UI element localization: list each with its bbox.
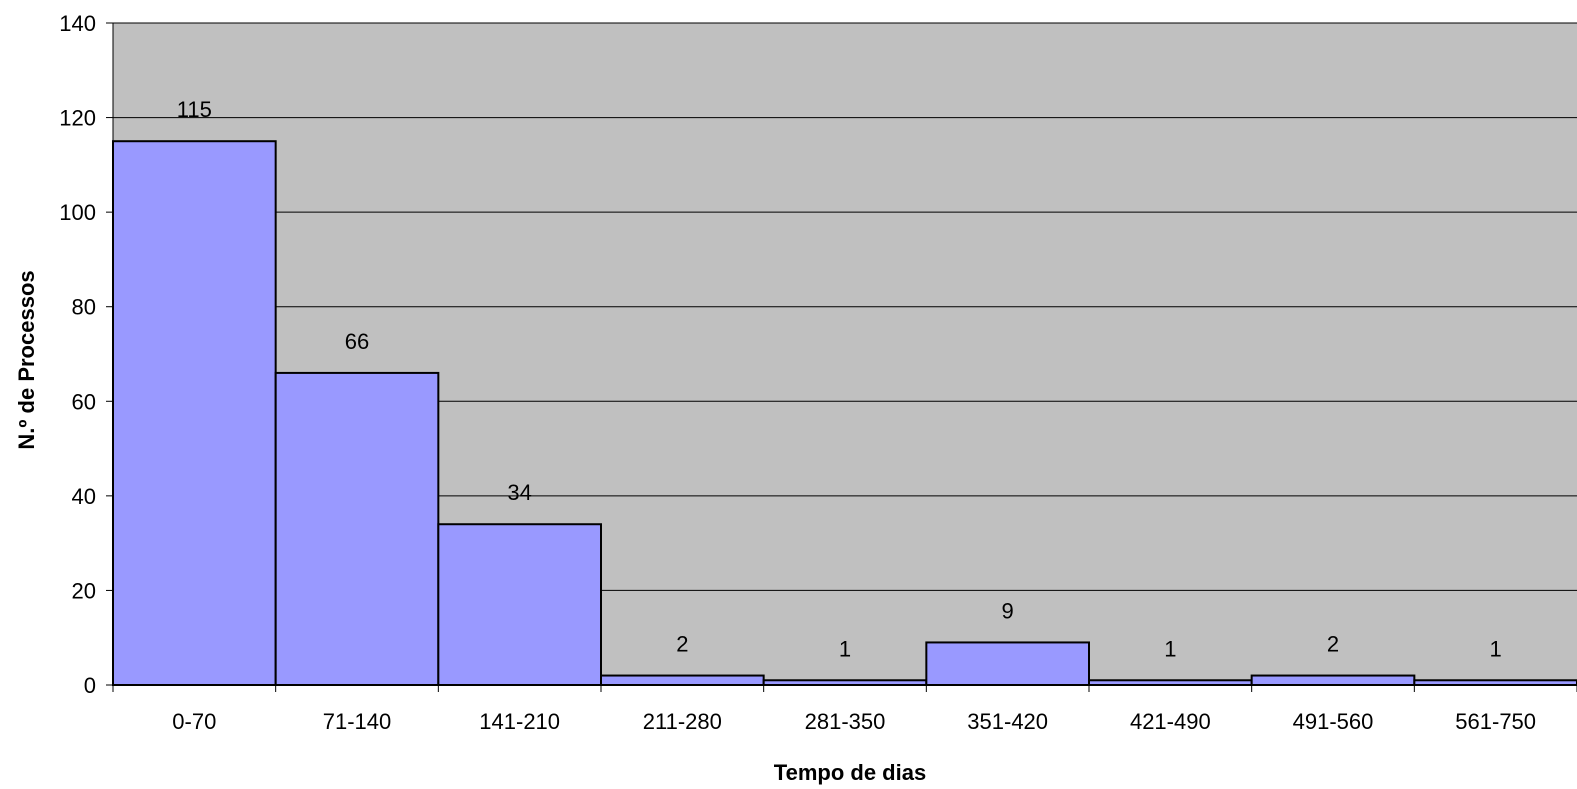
y-tick-labels: 0 20 40 60 80 100 120 140 <box>59 11 96 698</box>
data-label: 66 <box>345 329 369 354</box>
data-label: 2 <box>676 632 688 657</box>
y-tick-label: 40 <box>72 484 96 509</box>
bar <box>1413 679 1577 686</box>
x-tick-label: 491-560 <box>1293 709 1374 734</box>
x-tick-label: 561-750 <box>1455 709 1536 734</box>
bar <box>1088 679 1253 686</box>
y-tick-label: 0 <box>84 673 96 698</box>
data-label: 115 <box>177 97 212 122</box>
data-labels: 115 66 34 2 1 9 1 2 1 <box>177 97 1502 661</box>
x-tick-label: 0-70 <box>172 709 216 734</box>
data-label: 1 <box>1164 636 1176 661</box>
x-tick-labels: 0-70 71-140 141-210 211-280 281-350 351-420 42… <box>172 709 1536 734</box>
bar <box>112 140 277 686</box>
data-label: 34 <box>507 480 531 505</box>
x-axis-title: Tempo de dias <box>774 760 926 785</box>
bar <box>600 674 765 686</box>
y-tick-label: 100 <box>59 200 96 225</box>
axes <box>106 22 1577 692</box>
data-label: 2 <box>1327 632 1339 657</box>
y-tick-label: 60 <box>72 389 96 414</box>
y-tick-label: 80 <box>72 295 96 320</box>
bar <box>1250 674 1416 686</box>
x-tick-label: 211-280 <box>643 709 722 734</box>
x-tick-label: 421-490 <box>1130 709 1211 734</box>
bar <box>274 371 440 686</box>
x-tick-label: 281-350 <box>805 709 886 734</box>
y-tick-label: 120 <box>59 106 96 131</box>
y-axis-title: N.º de Processos <box>14 270 39 449</box>
x-tick-label: 141-210 <box>479 709 560 734</box>
data-label: 1 <box>1490 636 1502 661</box>
x-tick-label: 351-420 <box>967 709 1048 734</box>
data-label: 9 <box>1002 598 1014 623</box>
bar <box>925 641 1090 687</box>
x-tick-label: 71-140 <box>323 709 392 734</box>
data-label: 1 <box>839 636 851 661</box>
y-tick-label: 20 <box>72 578 96 603</box>
y-tick-label: 140 <box>59 11 96 36</box>
bar <box>437 523 603 686</box>
bar <box>762 679 928 686</box>
